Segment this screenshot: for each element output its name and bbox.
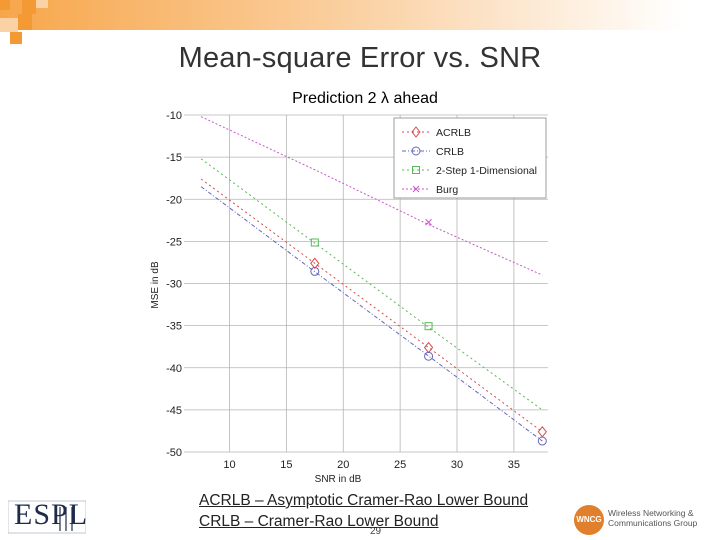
- legend-label: CRLB: [436, 146, 464, 158]
- y-axis-label: MSE in dB: [150, 261, 161, 309]
- legend-label: 2-Step 1-Dimensional: [436, 165, 537, 177]
- y-tick-label: -45: [166, 405, 182, 417]
- tick-labels: 10 15 20 25 30 35 -10 -15 -20 -25 -30 -35 -40 -45 -50: [166, 110, 520, 471]
- series-line: [200, 158, 543, 411]
- data-point-x: [425, 218, 432, 226]
- data-point-diamond: [310, 257, 320, 270]
- x-axis-label: SNR in dB: [315, 474, 362, 485]
- y-tick-label: -25: [166, 236, 182, 248]
- legend-label: ACRLB: [436, 127, 471, 139]
- legend-entry: 2-Step 1-Dimensional: [402, 165, 537, 177]
- y-tick-label: -30: [166, 279, 182, 291]
- data-point-circle: [424, 351, 434, 361]
- wncg-line-1: Wireless Networking &: [608, 508, 694, 518]
- x-tick-label: 20: [337, 459, 349, 471]
- x-tick-label: 25: [394, 459, 406, 471]
- wncg-name: Wireless Networking & Communications Gro…: [608, 508, 697, 528]
- data-point-square: [424, 322, 433, 331]
- wncg-line-2: Communications Group: [608, 518, 698, 528]
- legend-entry: CRLB: [402, 146, 464, 158]
- series-burg: [200, 116, 543, 276]
- y-tick-label: -50: [166, 447, 182, 459]
- data-point-square: [412, 166, 420, 174]
- y-tick-label: -35: [166, 321, 182, 333]
- wncg-logo: [574, 505, 604, 535]
- corner-decoration: [0, 0, 48, 44]
- wncg-badge: WNCG: [576, 515, 602, 524]
- data-point-square: [310, 238, 319, 247]
- footnote-crlb: CRLB – Cramer-Rao Lower Bound: [199, 513, 439, 530]
- chart-title: Prediction 2 λ ahead: [292, 90, 438, 107]
- x-tick-label: 30: [451, 459, 463, 471]
- legend: ACRLB CRLB 2-Step 1-Dimensional Burg: [393, 117, 547, 199]
- series-line: [200, 186, 543, 442]
- y-tick-label: -20: [166, 194, 182, 206]
- series-line: [200, 178, 543, 433]
- series: [200, 116, 547, 446]
- footnote-acrlb: ACRLB – Asymptotic Cramer-Rao Lower Boun…: [199, 492, 529, 509]
- y-tick-label: -15: [166, 152, 182, 164]
- data-point-diamond: [411, 126, 421, 138]
- x-tick-label: 35: [508, 459, 520, 471]
- data-point-circle: [310, 266, 320, 276]
- legend-label: Burg: [436, 184, 458, 196]
- espl-logo: ESPL: [14, 498, 89, 531]
- data-point-circle: [537, 436, 547, 446]
- data-point-x: [412, 185, 420, 193]
- series-crlb: [200, 186, 547, 446]
- data-point-circle: [411, 146, 421, 156]
- legend-entry: ACRLB: [402, 126, 471, 139]
- header-band: [0, 0, 720, 30]
- series-2-step-1-dimensional: [200, 158, 543, 411]
- legend-entry: Burg: [402, 184, 458, 196]
- series-line: [200, 116, 543, 276]
- page-number: 29: [370, 526, 382, 537]
- x-tick-label: 10: [223, 459, 235, 471]
- espl-logo-graphic: [8, 500, 86, 534]
- y-tick-label: -10: [166, 110, 182, 122]
- slide-title: Mean-square Error vs. SNR: [178, 42, 542, 74]
- grid: [184, 114, 548, 453]
- x-tick-label: 15: [280, 459, 292, 471]
- y-tick-label: -40: [166, 363, 182, 375]
